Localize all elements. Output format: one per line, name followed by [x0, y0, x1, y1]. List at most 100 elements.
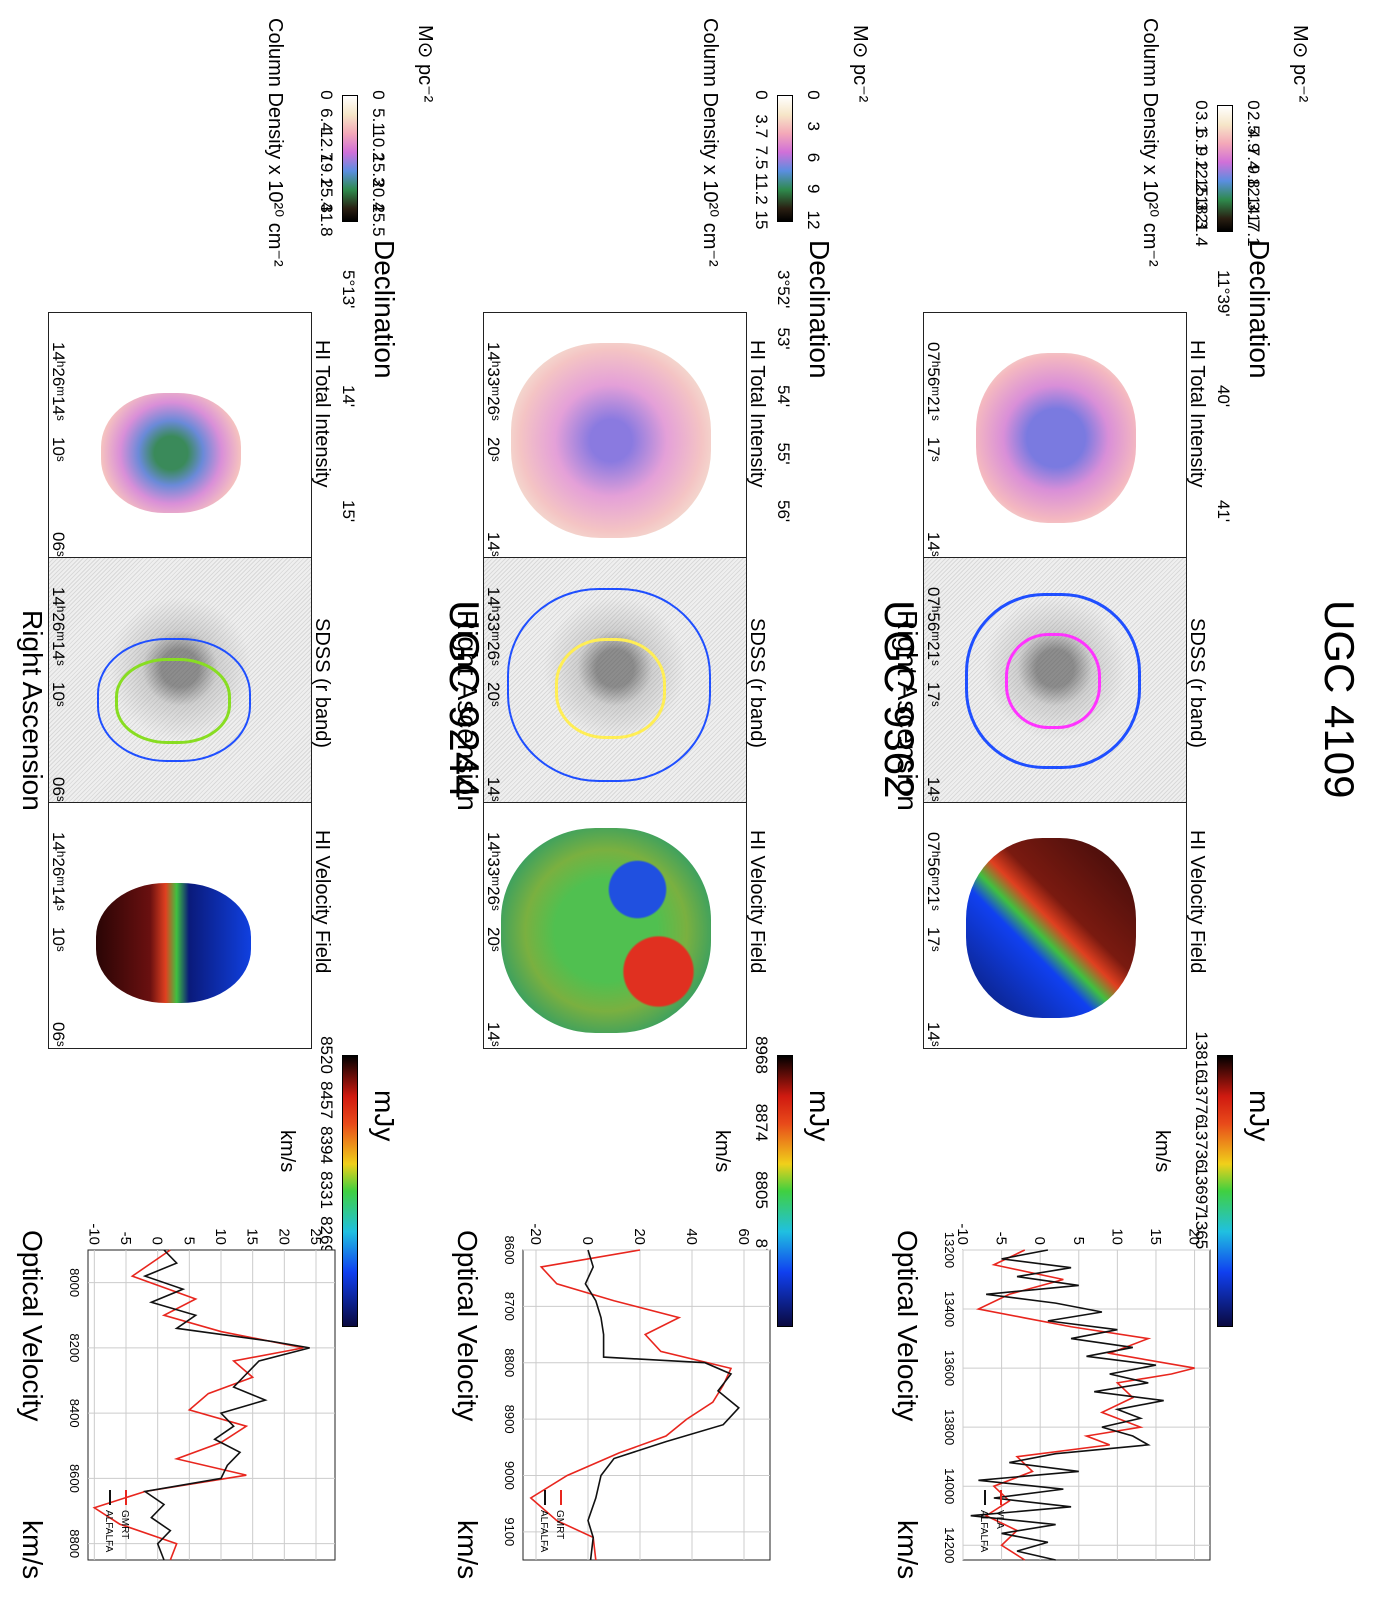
- panel-title-total-intensity: HI Total Intensity: [1186, 340, 1208, 488]
- mjy-label: mJy: [369, 1090, 400, 1142]
- velocity-tick: 8457: [317, 1081, 336, 1119]
- y-tick-label: 25: [307, 1228, 324, 1245]
- velocity-unit: km/s: [1151, 1130, 1173, 1173]
- velocity-colorbar: [1217, 1055, 1233, 1327]
- declination-tick: 56': [774, 500, 793, 523]
- y-tick-label: 5: [180, 1237, 197, 1245]
- column-unit: Column Density x 10²⁰ cm⁻²: [264, 18, 286, 267]
- plot-frame: [87, 1249, 336, 1561]
- declination-tick: 40': [1214, 385, 1233, 408]
- msun-tick: 6: [804, 152, 823, 163]
- y-tick-label: 20: [1186, 1228, 1203, 1245]
- ra-tick: 17ˢ: [924, 682, 943, 707]
- declination-label: Declination: [369, 240, 400, 379]
- ra-tick: 06ˢ: [49, 1022, 68, 1047]
- ra-tick: 14ˢ: [924, 777, 943, 802]
- column-tick: 3.7: [752, 114, 771, 139]
- galaxy-title: UGC 9362: [876, 600, 923, 799]
- y-tick-label: -5: [993, 1232, 1010, 1245]
- ra-tick: 07ʰ56ᵐ21ˢ: [924, 342, 943, 421]
- column-tick: 11.2: [752, 172, 771, 205]
- declination-tick: 5°13': [339, 270, 358, 309]
- panel-title-velocity-field: HI Velocity Field: [311, 830, 333, 974]
- velocity-tick: 8331: [317, 1171, 336, 1209]
- spectrum-ugc-9362: 8600 8700 8800 8900 9000 9100 -20 0 20 40 60 GMRT AL…: [502, 1223, 771, 1561]
- legend-label: GMRT: [119, 1510, 130, 1539]
- column-tick: 15: [752, 210, 771, 230]
- declination-tick: 55': [774, 442, 793, 465]
- galaxy-title: UGC 4109: [1316, 600, 1363, 799]
- declination-tick: 11°39': [1214, 270, 1233, 317]
- velocity-tick: 13736: [1192, 1121, 1211, 1169]
- ra-tick: 14ˢ: [924, 532, 943, 557]
- ra-tick: 14ʰ26ᵐ14ˢ: [49, 587, 68, 666]
- column-tick: 0: [1192, 100, 1211, 110]
- mjy-label: mJy: [804, 1090, 835, 1142]
- msun-unit: M⊙ pc⁻²: [414, 25, 436, 103]
- velocity-colorbar: [777, 1055, 793, 1327]
- y-tick-label: 15: [1147, 1228, 1164, 1245]
- velocity-tick: 8874: [752, 1103, 771, 1142]
- column-density-colorbar: [777, 95, 793, 222]
- x-tick-label: 13200: [942, 1232, 957, 1268]
- x-tick-label: 13800: [942, 1409, 957, 1445]
- optical-velocity-label: Optical Velocity: [17, 1230, 48, 1422]
- velocity-unit: km/s: [276, 1130, 298, 1173]
- x-tick-label: 9000: [502, 1461, 517, 1490]
- column-tick: 0: [752, 90, 771, 100]
- series-line-gmrt: [529, 1249, 733, 1561]
- msun-tick: 25.5: [369, 203, 388, 237]
- legend-label: ALFALFA: [978, 1510, 989, 1553]
- msun-tick: 12: [804, 210, 823, 230]
- ra-tick: 07ʰ56ᵐ21ˢ: [924, 587, 943, 666]
- series-line-alfalfa: [970, 1249, 1164, 1561]
- hi-total-intensity-map: [48, 312, 312, 559]
- hi-total-intensity-map: [483, 312, 747, 559]
- panel-title-velocity-field: HI Velocity Field: [1186, 830, 1208, 974]
- ra-tick: 17ˢ: [924, 927, 943, 952]
- velocity-unit-label: km/s: [17, 1520, 48, 1580]
- galaxy-title: UGC 9244: [441, 600, 488, 799]
- ra-tick: 10ˢ: [49, 927, 68, 952]
- x-tick-label: 8700: [502, 1292, 517, 1321]
- sdss-r-band-image: [48, 557, 312, 804]
- y-tick-label: 60: [735, 1228, 752, 1245]
- declination-tick: 54': [774, 385, 793, 408]
- y-tick-label: 10: [212, 1228, 229, 1245]
- x-tick-label: 8200: [67, 1333, 82, 1362]
- column-unit: Column Density x 10²⁰ cm⁻²: [699, 18, 721, 267]
- x-tick-label: 9100: [502, 1517, 517, 1546]
- velocity-tick: 8394: [317, 1126, 336, 1164]
- declination-tick: 15': [339, 500, 358, 523]
- column-tick: 31.8: [317, 203, 336, 237]
- column-density-colorbar: [342, 95, 358, 222]
- hi-velocity-field-map: [923, 802, 1187, 1049]
- x-tick-label: 8800: [67, 1529, 82, 1558]
- y-tick-label: -10: [85, 1223, 102, 1245]
- x-tick-label: 8400: [67, 1399, 82, 1428]
- ra-tick: 10ˢ: [49, 437, 68, 462]
- series-line-alfalfa: [584, 1249, 740, 1561]
- x-tick-label: 8000: [67, 1268, 82, 1297]
- column-density-colorbar: [1217, 105, 1233, 232]
- panel-title-total-intensity: HI Total Intensity: [311, 340, 333, 488]
- y-tick-label: 0: [149, 1237, 166, 1245]
- row-ugc-9362: UGC 9362 M⊙ pc⁻² Column Density x 10²⁰ c…: [452, 0, 923, 1597]
- velocity-colorbar: [342, 1055, 358, 1327]
- legend-label: VLA: [994, 1510, 1005, 1529]
- declination-tick: 3°52': [774, 270, 793, 309]
- panel-title-total-intensity: HI Total Intensity: [746, 340, 768, 488]
- y-tick-label: 10: [1108, 1228, 1125, 1245]
- y-tick-label: 15: [244, 1228, 261, 1245]
- velocity-tick: 8968: [752, 1036, 771, 1074]
- hi-velocity-field-map: [48, 802, 312, 1049]
- x-tick-label: 8600: [67, 1464, 82, 1493]
- spectrum-ugc-4109: 13200 13400 13600 13800 14000 14200 -10 -5 0 5 10 1…: [942, 1223, 1211, 1563]
- y-tick-label: 5: [1070, 1237, 1087, 1245]
- ra-tick: 07ʰ56ᵐ21ˢ: [924, 832, 943, 911]
- msun-unit: M⊙ pc⁻²: [849, 25, 871, 103]
- panel-title-sdss: SDSS (r band): [746, 618, 768, 749]
- mjy-label: mJy: [1244, 1090, 1275, 1142]
- column-tick: 7.5: [752, 145, 771, 170]
